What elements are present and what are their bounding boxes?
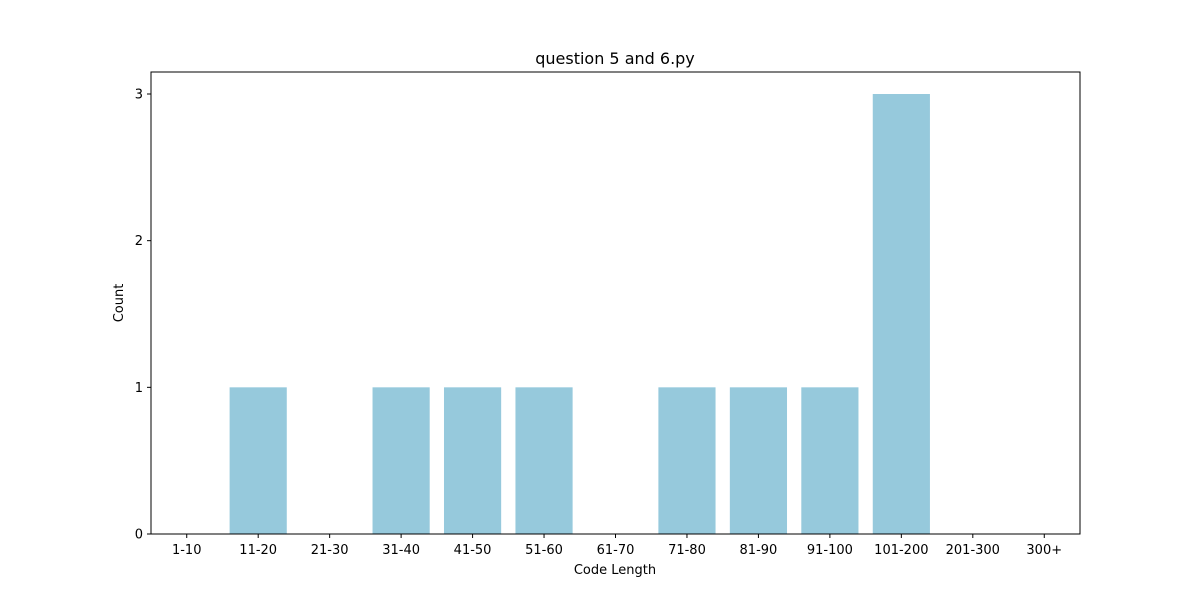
y-tick-label: 2 [135,234,143,249]
x-tick-label: 1-10 [172,543,202,558]
x-tick-label: 11-20 [239,543,277,558]
x-tick-label: 41-50 [454,543,492,558]
bars-group [229,94,930,534]
x-tick-label: 31-40 [382,543,420,558]
bar-91-100 [801,387,859,534]
y-tick-label: 1 [135,381,143,396]
y-axis-label: Count [112,284,127,323]
bar-101-200 [872,94,930,534]
x-tick-label: 101-200 [874,543,928,558]
bar-71-80 [658,387,716,534]
x-axis: 1-10 11-20 21-30 31-40 41-50 51-60 61-70 71-80 8… [172,534,1062,558]
bar-81-90 [729,387,788,534]
y-tick-label: 3 [135,88,143,103]
chart-title: question 5 and 6.py [535,49,695,68]
x-axis-label: Code Length [574,563,656,578]
plot-frame [150,71,1081,535]
bar-51-60 [515,387,573,534]
y-axis: 0 1 2 3 [135,88,151,543]
x-tick-label: 201-300 [946,543,1000,558]
bar-11-20 [229,387,287,534]
y-tick-label: 0 [135,528,143,543]
x-tick-label: 51-60 [525,543,563,558]
x-tick-label: 21-30 [311,543,349,558]
x-tick-label: 81-90 [740,543,778,558]
x-tick-label: 71-80 [668,543,706,558]
x-tick-label: 61-70 [597,543,635,558]
x-tick-label: 300+ [1026,543,1062,558]
bar-31-40 [372,387,430,534]
bar-41-50 [443,387,502,534]
x-tick-label: 91-100 [807,543,853,558]
